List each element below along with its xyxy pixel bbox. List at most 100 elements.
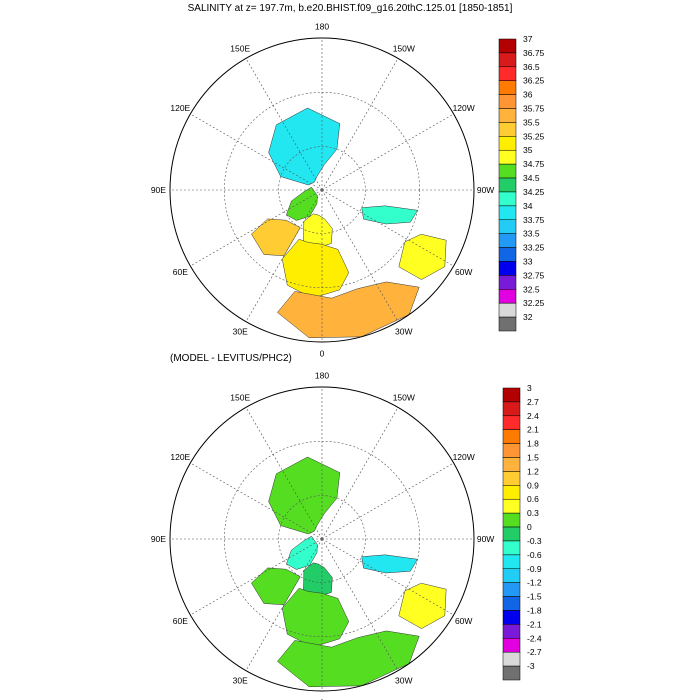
colorbar-box	[502, 429, 521, 444]
region-labrador-sea	[398, 233, 447, 280]
meridian-line	[190, 538, 323, 616]
colorbar: 3 2.7 2.4 2.1 1.8 1.5 1.2 0.9 0.6 0.3 0 -0.3 -0.6 -0.…	[502, 383, 542, 681]
colorbar-label: -2.1	[527, 619, 542, 629]
colorbar-box	[502, 498, 521, 514]
colorbar-box	[498, 163, 517, 179]
region-north-atlantic	[277, 630, 420, 688]
colorbar-box	[498, 122, 517, 137]
colorbar-box	[502, 638, 521, 653]
colorbar-label: 0.6	[527, 494, 539, 504]
meridian-line	[190, 462, 323, 540]
colorbar-label: 35.75	[523, 104, 545, 114]
region-barents-sea	[251, 567, 301, 606]
region-barents-sea	[251, 218, 301, 257]
colorbar-box	[502, 457, 521, 472]
colorbar-box	[498, 302, 517, 318]
colorbar-box	[502, 540, 521, 556]
meridian-line	[321, 462, 454, 540]
region-eurasian-basin	[286, 186, 318, 221]
colorbar-label: 34.75	[523, 159, 545, 169]
meridian-line	[321, 538, 454, 616]
colorbar-box	[502, 471, 521, 486]
colorbar-label: 36.25	[523, 76, 545, 86]
colorbar: 37 36.75 36.5 36.25 36 35.75 35.5 35.25 35 34.75 3…	[498, 34, 545, 332]
colorbar-box	[502, 651, 521, 667]
longitude-label: 150E	[230, 43, 250, 53]
colorbar-label: 36.75	[523, 48, 545, 58]
colorbar-label: 2.7	[527, 397, 539, 407]
colorbar-label: 34.5	[523, 173, 540, 183]
colorbar-box	[498, 289, 517, 304]
longitude-label: 30W	[395, 327, 412, 337]
colorbar-label: 0.9	[527, 480, 539, 490]
chart-title-salinity: SALINITY at z= 197.7m, b.e20.BHIST.f09_g…	[187, 3, 513, 14]
colorbar-label: 32	[523, 312, 533, 322]
colorbar-box	[502, 526, 521, 542]
meridian-line	[321, 189, 399, 322]
colorbar-box	[502, 387, 521, 403]
colorbar-label: 1.5	[527, 453, 539, 463]
colorbar-box	[498, 149, 517, 165]
region-labrador-sea	[398, 582, 447, 629]
map-panel-2: 180 150E 120E 90E 60E 30E 0 30W 60W 90W 120W 150W 3 2…	[151, 370, 542, 700]
longitude-label: 60W	[455, 267, 472, 277]
colorbar-label: 32.5	[523, 284, 540, 294]
longitude-label: 150W	[393, 392, 415, 402]
colorbar-label: 35.25	[523, 131, 545, 141]
meridian-line	[321, 189, 454, 267]
colorbar-box	[498, 94, 517, 109]
meridian-line	[245, 189, 323, 322]
colorbar-label: 1.8	[527, 439, 539, 449]
colorbar-label: 1.2	[527, 466, 539, 476]
colorbar-box	[498, 66, 517, 81]
latitude-circle	[278, 495, 366, 583]
meridian-line	[321, 538, 399, 671]
colorbar-box	[502, 443, 521, 458]
longitude-label: 120W	[453, 103, 475, 113]
colorbar-label: 33.25	[523, 243, 545, 253]
colorbar-label: -0.9	[527, 564, 542, 574]
colorbar-box	[502, 415, 521, 430]
longitude-label: 120E	[170, 452, 190, 462]
colorbar-label: -3	[527, 661, 535, 671]
colorbar-box	[498, 80, 517, 95]
colorbar-box	[502, 665, 521, 681]
colorbar-box	[502, 610, 521, 625]
longitude-label: 30E	[233, 327, 248, 337]
colorbar-box	[498, 275, 517, 290]
colorbar-box	[498, 177, 517, 193]
colorbar-box	[498, 52, 517, 68]
region-nordic-seas	[281, 238, 350, 299]
longitude-label: 90W	[477, 185, 494, 195]
longitude-label: 90E	[151, 185, 166, 195]
colorbar-label: 33.75	[523, 215, 545, 225]
colorbar-label: -0.3	[527, 536, 542, 546]
region-fram-strait	[303, 562, 333, 597]
longitude-label: 180	[315, 21, 329, 31]
colorbar-box	[498, 38, 517, 54]
colorbar-box	[498, 191, 517, 207]
colorbar-box	[502, 485, 521, 500]
colorbar-label: 37	[523, 34, 533, 44]
colorbar-box	[498, 247, 517, 262]
colorbar-label: -2.4	[527, 633, 542, 643]
colorbar-label: 36	[523, 90, 533, 100]
colorbar-box	[498, 233, 517, 248]
map-outline	[169, 37, 475, 343]
colorbar-label: -2.7	[527, 647, 542, 657]
longitude-label: 0	[320, 698, 325, 700]
region-eurasian-basin	[286, 535, 318, 570]
meridian-line	[190, 189, 323, 267]
colorbar-label: 33.5	[523, 229, 540, 239]
meridian-line	[190, 113, 323, 191]
longitude-label: 120W	[453, 452, 475, 462]
colorbar-label: -1.5	[527, 592, 542, 602]
colorbar-label: 0.3	[527, 508, 539, 518]
colorbar-label: 36.5	[523, 62, 540, 72]
map-outline	[169, 386, 475, 692]
colorbar-label: 35.5	[523, 117, 540, 127]
colorbar-box	[502, 568, 521, 583]
map-panel-1: 180 150E 120E 90E 60E 30E 0 30W 60W 90W 120W 150W 37…	[151, 21, 545, 358]
region-north-atlantic	[277, 281, 420, 339]
